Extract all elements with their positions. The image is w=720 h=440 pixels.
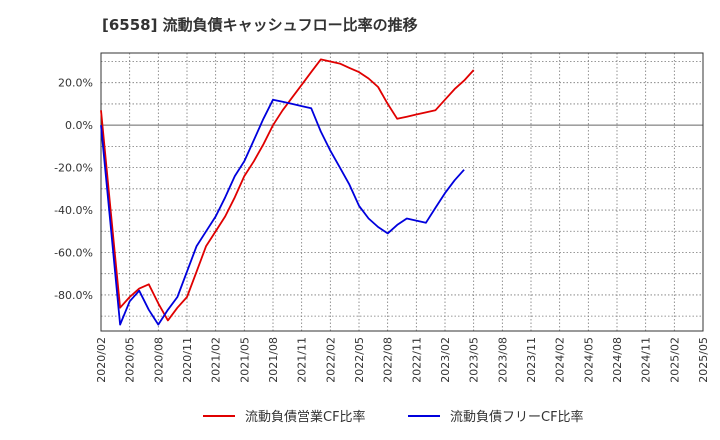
- x-tick-label: 2023/11: [525, 337, 538, 383]
- y-tick-label: 0.0%: [65, 119, 93, 132]
- x-tick-label: 2020/05: [124, 337, 137, 383]
- x-tick-label: 2024/02: [554, 337, 567, 383]
- x-tick-label: 2022/02: [324, 337, 337, 383]
- series-lines: [100, 58, 475, 326]
- x-tick-label: 2021/05: [238, 337, 251, 383]
- x-tick-label: 2022/11: [410, 337, 423, 383]
- x-tick-label: 2023/08: [496, 337, 509, 383]
- x-tick-label: 2023/02: [439, 337, 452, 383]
- x-tick-label: 2024/08: [611, 337, 624, 383]
- plot-area: [101, 53, 703, 331]
- x-tick-label: 2020/08: [152, 337, 165, 383]
- legend-label-1: 流動負債営業CF比率: [245, 409, 366, 425]
- x-tick-label: 2025/05: [697, 337, 710, 383]
- y-tick-label: -40.0%: [54, 204, 93, 217]
- y-tick-label: -20.0%: [54, 162, 93, 175]
- y-tick-label: 20.0%: [58, 77, 93, 90]
- plot-frame: [100, 52, 704, 332]
- x-tick-label: 2022/08: [382, 337, 395, 383]
- y-tick-label: -60.0%: [54, 246, 93, 259]
- legend-label-2: 流動負債フリーCF比率: [450, 409, 584, 425]
- x-tick-label: 2024/05: [582, 337, 595, 383]
- x-tick-label: 2021/11: [296, 337, 309, 383]
- x-tick-label: 2020/11: [181, 337, 194, 383]
- x-tick-label: 2025/02: [668, 337, 681, 383]
- axes: 20.0% 0.0% -20.0% -40.0% -60.0% -80.0% 2020/02…: [54, 52, 710, 383]
- y-tick-label: -80.0%: [54, 289, 93, 302]
- chart-title: [6558] 流動負債キャッシュフロー比率の推移: [102, 16, 418, 34]
- x-tick-label: 2020/02: [95, 337, 108, 383]
- x-tick-label: 2022/05: [353, 337, 366, 383]
- series-line-2: [100, 98, 465, 326]
- x-tick-label: 2024/11: [640, 337, 653, 383]
- x-tick-label: 2023/05: [468, 337, 481, 383]
- x-tick-label: 2021/02: [210, 337, 223, 383]
- legend: 流動負債営業CF比率 流動負債フリーCF比率: [203, 409, 584, 425]
- series-line-1: [100, 58, 475, 322]
- x-tick-label: 2021/08: [267, 337, 280, 383]
